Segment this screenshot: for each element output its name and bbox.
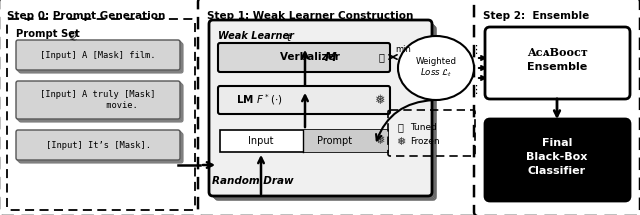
FancyBboxPatch shape — [17, 82, 181, 120]
FancyBboxPatch shape — [215, 26, 436, 200]
FancyBboxPatch shape — [213, 24, 434, 198]
Text: ⋮: ⋮ — [470, 85, 481, 95]
Text: ❅: ❅ — [396, 137, 405, 147]
Text: Input: Input — [248, 136, 274, 146]
Text: Prompt Set: Prompt Set — [16, 29, 83, 39]
Text: [Input] A [Mask] film.: [Input] A [Mask] film. — [40, 51, 156, 60]
Text: $\boldsymbol{M}$: $\boldsymbol{M}$ — [324, 51, 337, 64]
FancyBboxPatch shape — [218, 86, 390, 114]
Bar — [303, 130, 388, 152]
Text: Classifier: Classifier — [528, 166, 586, 176]
Text: Tuned: Tuned — [410, 123, 437, 132]
FancyBboxPatch shape — [16, 40, 180, 70]
FancyBboxPatch shape — [198, 0, 480, 215]
Text: Step 1: Weak Learner Construction: Step 1: Weak Learner Construction — [207, 11, 413, 21]
FancyBboxPatch shape — [474, 0, 640, 215]
Text: AᴄᴀBᴏᴏᴄᴛ: AᴄᴀBᴏᴏᴄᴛ — [527, 48, 588, 58]
Text: Weighted: Weighted — [415, 57, 456, 66]
Ellipse shape — [398, 36, 474, 100]
FancyBboxPatch shape — [17, 41, 181, 71]
FancyBboxPatch shape — [18, 83, 182, 121]
FancyBboxPatch shape — [214, 25, 435, 199]
FancyBboxPatch shape — [485, 27, 630, 99]
FancyBboxPatch shape — [19, 133, 183, 163]
Text: Final: Final — [542, 138, 572, 148]
Text: Verbalizer: Verbalizer — [280, 52, 344, 63]
Text: $\mathcal{Q}$: $\mathcal{Q}$ — [68, 29, 78, 42]
FancyBboxPatch shape — [16, 130, 180, 160]
Text: Step 0: Prompt Generation: Step 0: Prompt Generation — [7, 11, 165, 21]
Text: Weak Learner: Weak Learner — [218, 31, 297, 41]
Text: ❅: ❅ — [374, 135, 384, 147]
FancyBboxPatch shape — [209, 20, 432, 196]
FancyBboxPatch shape — [212, 23, 433, 197]
Text: Black-Box: Black-Box — [526, 152, 588, 162]
Text: Random Draw: Random Draw — [212, 176, 294, 186]
Text: Step 2:  Ensemble: Step 2: Ensemble — [483, 11, 589, 21]
Text: 🔥: 🔥 — [378, 52, 384, 63]
Text: Prompt: Prompt — [317, 136, 353, 146]
Text: [Input] A truly [Mask]
         movie.: [Input] A truly [Mask] movie. — [40, 90, 156, 110]
FancyBboxPatch shape — [485, 119, 630, 201]
FancyBboxPatch shape — [7, 19, 195, 210]
FancyBboxPatch shape — [16, 81, 180, 119]
Text: LM $F^*(\cdot)$: LM $F^*(\cdot)$ — [236, 93, 282, 108]
FancyBboxPatch shape — [19, 43, 183, 73]
FancyBboxPatch shape — [0, 0, 201, 215]
Text: ❅: ❅ — [374, 94, 384, 106]
Text: 🔥: 🔥 — [398, 122, 404, 132]
Text: min: min — [395, 46, 411, 54]
FancyBboxPatch shape — [218, 43, 390, 72]
Bar — [220, 130, 388, 152]
Text: $t$: $t$ — [286, 31, 292, 43]
Text: ⋮: ⋮ — [470, 45, 481, 55]
FancyBboxPatch shape — [19, 84, 183, 122]
FancyBboxPatch shape — [211, 22, 432, 196]
Text: Loss $\mathcal{L}_t$: Loss $\mathcal{L}_t$ — [420, 67, 452, 79]
Text: Ensemble: Ensemble — [527, 62, 587, 72]
Text: Frozen: Frozen — [410, 138, 440, 146]
FancyBboxPatch shape — [18, 42, 182, 72]
FancyBboxPatch shape — [18, 132, 182, 162]
FancyBboxPatch shape — [17, 131, 181, 161]
Text: [Input] It’s [Mask].: [Input] It’s [Mask]. — [45, 140, 150, 149]
